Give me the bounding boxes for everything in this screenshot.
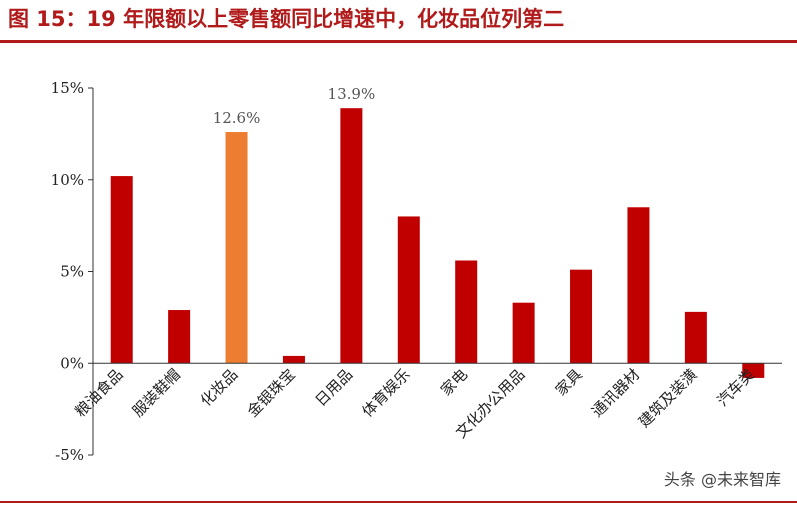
y-tick-label: 15% — [51, 79, 84, 97]
title-divider — [0, 40, 797, 43]
category-label: 粮油食品 — [71, 365, 126, 420]
bar-10 — [627, 207, 650, 364]
category-label: 化妆品 — [197, 365, 242, 410]
category-label: 日用品 — [312, 365, 357, 410]
bars — [110, 108, 765, 378]
data-label: 13.9% — [328, 85, 376, 103]
category-label: 家具 — [552, 365, 586, 399]
figure-title: 图 15：19 年限额以上零售额同比增速中，化妆品位列第二 — [8, 7, 565, 31]
category-label: 体育娱乐 — [358, 365, 413, 420]
bar-9 — [570, 269, 593, 364]
data-labels: 12.6% 13.9% — [213, 85, 375, 127]
bar-11 — [684, 311, 707, 364]
category-label: 金银珠宝 — [244, 365, 299, 420]
y-tick-label: 0% — [60, 354, 84, 372]
bar-2 — [168, 310, 191, 364]
bar-3 — [225, 132, 248, 364]
category-label: 汽车类 — [714, 365, 759, 410]
data-label: 12.6% — [213, 109, 261, 127]
y-axis: 15% 10% 5% 0% -5% — [51, 79, 94, 464]
category-label: 通讯器材 — [588, 365, 643, 420]
watermark: 头条 @未来智库 — [663, 470, 781, 489]
bottom-divider — [0, 501, 797, 503]
y-tick-label: 5% — [60, 263, 84, 281]
bar-7 — [455, 260, 478, 364]
bar-4 — [282, 355, 305, 364]
bar-5 — [340, 108, 363, 364]
bar-1 — [110, 176, 133, 364]
bar-8 — [512, 302, 535, 364]
bar-12 — [742, 363, 765, 378]
y-tick-label: 10% — [51, 171, 84, 189]
category-label: 服装鞋帽 — [129, 365, 184, 420]
category-label: 家电 — [437, 365, 471, 399]
y-tick-label: -5% — [55, 446, 84, 464]
bar-6 — [397, 216, 420, 364]
category-label: 建筑及装潢 — [635, 365, 701, 431]
